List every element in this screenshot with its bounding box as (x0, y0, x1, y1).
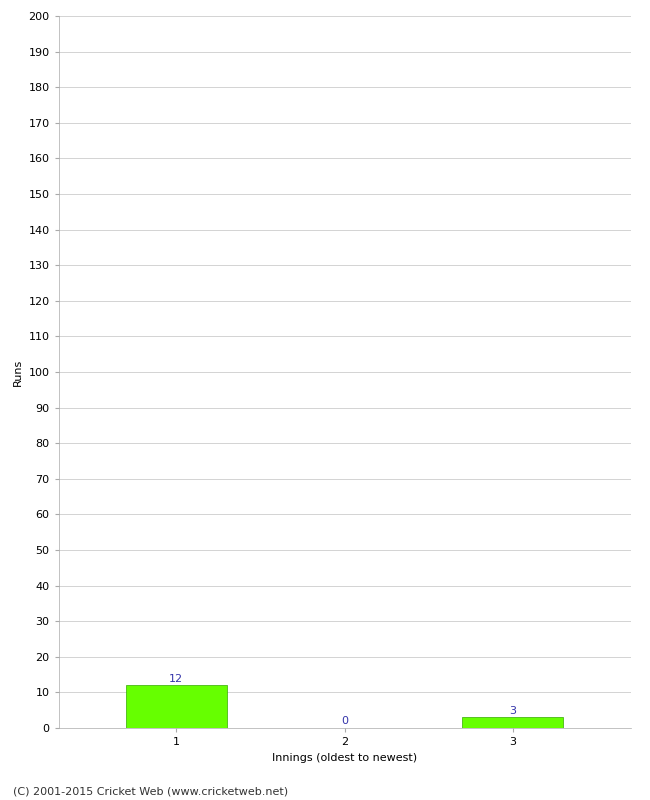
Text: (C) 2001-2015 Cricket Web (www.cricketweb.net): (C) 2001-2015 Cricket Web (www.cricketwe… (13, 786, 288, 796)
Text: 0: 0 (341, 716, 348, 726)
Y-axis label: Runs: Runs (13, 358, 23, 386)
X-axis label: Innings (oldest to newest): Innings (oldest to newest) (272, 753, 417, 762)
Bar (462, 718, 563, 728)
Text: 12: 12 (169, 674, 183, 683)
Text: 3: 3 (509, 706, 516, 715)
Bar (126, 686, 227, 728)
